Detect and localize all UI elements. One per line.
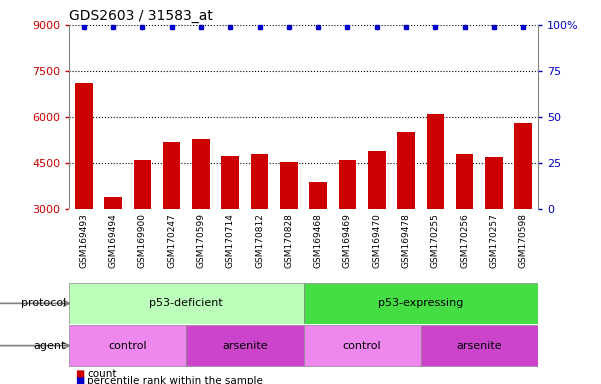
Text: agent: agent (34, 341, 66, 351)
Bar (221, 156, 239, 209)
Bar (368, 151, 385, 209)
Bar (280, 162, 297, 209)
Bar (251, 154, 268, 209)
Text: control: control (343, 341, 382, 351)
Text: ■: ■ (75, 369, 84, 379)
Bar (310, 182, 327, 209)
Text: GSM170247: GSM170247 (167, 213, 176, 268)
Text: GSM169469: GSM169469 (343, 213, 352, 268)
Text: GSM170714: GSM170714 (226, 213, 235, 268)
Text: GSM170257: GSM170257 (489, 213, 498, 268)
Bar (69, 325, 186, 366)
Text: GSM170598: GSM170598 (519, 213, 528, 268)
Text: ■: ■ (75, 376, 84, 384)
Text: control: control (108, 341, 147, 351)
Bar (339, 160, 356, 209)
Text: GDS2603 / 31583_at: GDS2603 / 31583_at (69, 8, 213, 23)
Bar (163, 142, 180, 209)
Bar (514, 123, 532, 209)
Bar (304, 283, 538, 324)
Text: GSM170812: GSM170812 (255, 213, 264, 268)
Text: GSM169470: GSM169470 (372, 213, 381, 268)
Text: arsenite: arsenite (222, 341, 267, 351)
Text: percentile rank within the sample: percentile rank within the sample (87, 376, 263, 384)
Text: GSM169900: GSM169900 (138, 213, 147, 268)
Text: p53-expressing: p53-expressing (378, 298, 463, 308)
Bar (69, 283, 304, 324)
Text: arsenite: arsenite (457, 341, 502, 351)
Text: GSM170256: GSM170256 (460, 213, 469, 268)
Text: GSM169478: GSM169478 (401, 213, 410, 268)
Bar (192, 139, 210, 209)
Text: protocol: protocol (21, 298, 66, 308)
Text: GSM169468: GSM169468 (314, 213, 323, 268)
Text: GSM170255: GSM170255 (431, 213, 440, 268)
Text: GSM170599: GSM170599 (197, 213, 206, 268)
Bar (427, 114, 444, 209)
Text: p53-deficient: p53-deficient (150, 298, 223, 308)
Bar (133, 160, 151, 209)
Text: GSM169493: GSM169493 (79, 213, 88, 268)
Bar (186, 325, 304, 366)
Text: count: count (87, 369, 117, 379)
Bar (485, 157, 502, 209)
Bar (421, 325, 538, 366)
Bar (397, 132, 415, 209)
Bar (105, 197, 122, 209)
Text: GSM170828: GSM170828 (284, 213, 293, 268)
Text: GSM169494: GSM169494 (109, 213, 118, 268)
Bar (75, 83, 93, 209)
Bar (456, 154, 474, 209)
Bar (304, 325, 421, 366)
